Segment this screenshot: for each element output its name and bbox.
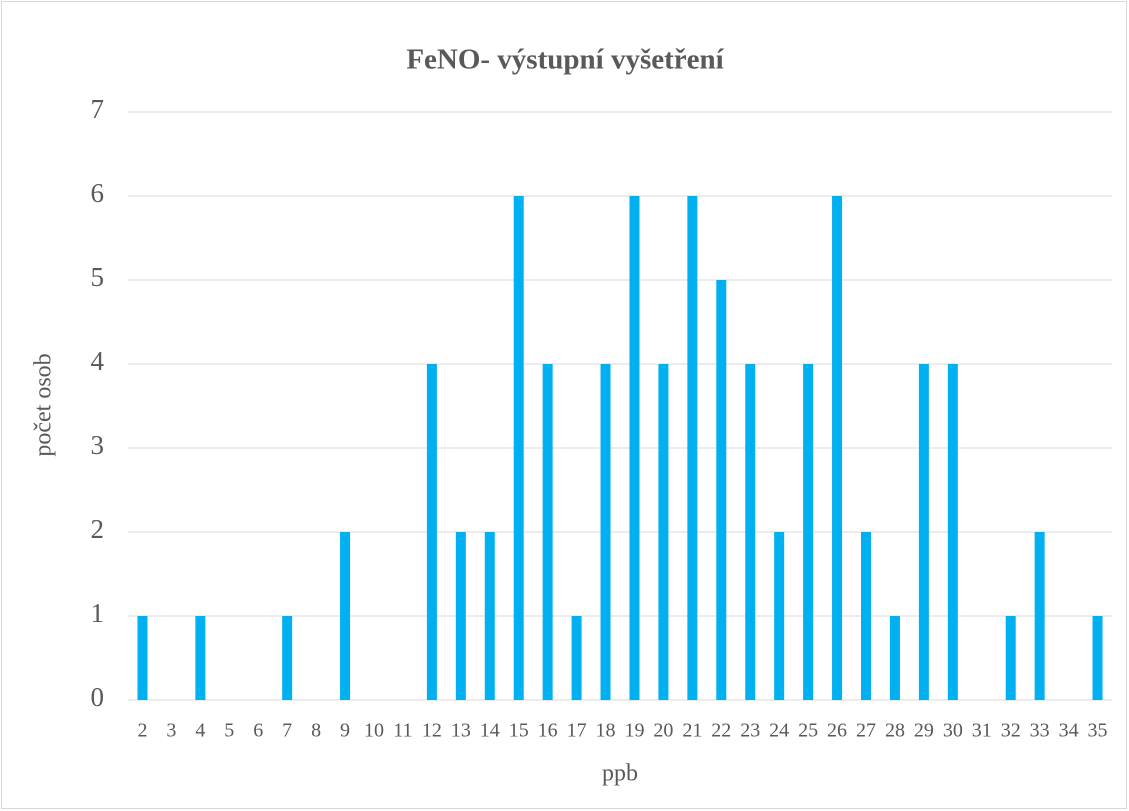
x-tick-label: 21 [682,720,702,742]
x-tick-label: 17 [567,720,587,742]
bar [947,364,958,700]
x-tick-label: 24 [769,720,789,742]
x-axis-label: ppb [602,761,638,787]
x-tick-label: 34 [1059,720,1079,742]
bar [542,364,553,700]
x-tick-label: 23 [740,720,760,742]
chart-title: FeNO- výstupní vyšetření [406,44,724,76]
bar [426,364,437,700]
x-tick-label: 11 [393,720,412,742]
x-tick-label: 25 [798,720,818,742]
y-tick-label: 6 [91,178,105,208]
x-tick-label: 30 [943,720,963,742]
x-tick-label: 19 [624,720,644,742]
bar [1034,532,1045,700]
x-tick-label: 27 [856,720,876,742]
y-tick-label: 7 [91,94,105,124]
bar [137,616,148,700]
bar [571,616,582,700]
bar [832,196,843,700]
y-axis-label: počet osob [31,353,57,456]
bar [861,532,871,700]
x-tick-label: 6 [253,720,263,742]
x-tick-label: 7 [282,720,292,742]
bar [455,532,466,700]
x-tick-label: 2 [137,720,147,742]
y-tick-label: 3 [91,430,105,460]
y-tick-label: 2 [91,514,105,544]
bar [687,196,698,700]
y-tick-label: 0 [91,682,105,712]
x-tick-label: 13 [451,720,471,742]
x-tick-label: 16 [538,720,558,742]
x-tick-label: 5 [224,720,234,742]
x-tick-label: 4 [195,720,205,742]
bar [745,364,756,700]
x-tick-label: 29 [914,720,934,742]
x-tick-label: 20 [653,720,673,742]
bar [716,280,727,700]
bar [803,364,814,700]
x-tick-label: 31 [972,720,992,742]
bar [774,532,785,700]
bar [513,196,524,700]
x-tick-label: 18 [596,720,616,742]
bar [889,616,900,700]
x-tick-label: 26 [827,720,847,742]
y-tick-label: 4 [91,346,105,376]
y-tick-label: 5 [91,262,105,292]
bar [600,364,611,700]
y-tick-label: 1 [91,598,105,628]
bar [195,616,206,700]
x-tick-label: 14 [480,720,500,742]
x-tick-label: 28 [885,720,905,742]
bar [1005,616,1016,700]
x-tick-label: 33 [1030,720,1050,742]
x-tick-label: 10 [364,720,384,742]
x-tick-label: 3 [166,720,176,742]
bar [340,532,351,700]
bar [1092,616,1103,700]
x-tick-label: 9 [340,720,350,742]
bar [918,364,929,700]
x-tick-label: 22 [711,720,731,742]
bar [484,532,495,700]
x-tick-label: 8 [311,720,321,742]
bar [282,616,293,700]
x-tick-label: 32 [1001,720,1021,742]
x-tick-label: 15 [509,720,529,742]
bar [629,196,640,700]
x-tick-label: 12 [422,720,442,742]
bar [658,364,669,700]
x-tick-label: 35 [1088,720,1108,742]
